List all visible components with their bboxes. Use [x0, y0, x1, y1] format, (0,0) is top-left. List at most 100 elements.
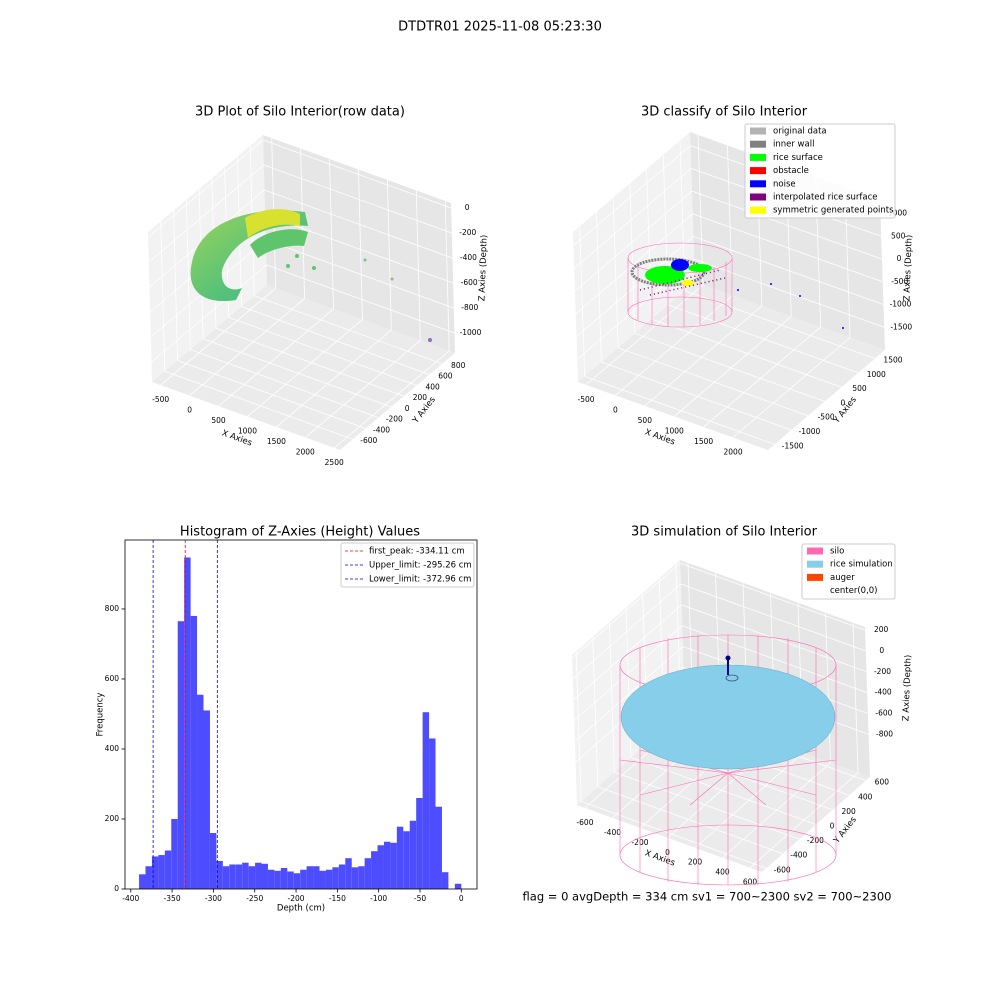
grid-line: [444, 200, 450, 351]
legend-swatch: [750, 167, 766, 175]
x-tick-label: 2000: [724, 447, 743, 456]
grid-line: [218, 308, 334, 407]
grid-line: [333, 350, 450, 449]
y-tick-label: 800: [105, 604, 120, 613]
bar: [293, 873, 301, 889]
grid-line: [228, 316, 417, 386]
legend-label: obstacle: [773, 166, 809, 176]
x-tick-label: 400: [715, 868, 730, 877]
legend-swatch: [807, 587, 823, 595]
chart-title: 3D Plot of Silo Interior(row data): [195, 105, 405, 120]
grid-line: [276, 329, 392, 428]
legend-label: center(0,0): [830, 586, 878, 596]
x-tick-label: -350: [164, 894, 181, 903]
x-tick-label: -200: [288, 894, 305, 903]
bar: [441, 872, 449, 889]
grid-line: [852, 622, 859, 773]
y-axis-label: Frequency: [96, 693, 106, 737]
grid-line: [573, 145, 691, 246]
bar: [358, 866, 365, 889]
chart-title: 3D classify of Silo Interior: [641, 105, 808, 120]
grid-line: [727, 145, 733, 296]
y-tick-label: 200: [841, 807, 856, 816]
grid-line: [651, 318, 842, 388]
x-tick-label: -100: [370, 894, 387, 903]
y-tick-label: 400: [858, 792, 873, 801]
z-tick-label: 200: [874, 625, 889, 634]
cloud-classified: [627, 242, 844, 329]
legend-label: rice simulation: [830, 560, 893, 570]
z-axis-label: Z Axies (Depth): [477, 235, 489, 302]
grid-line: [160, 287, 276, 386]
legend-label: interpolated rice surface: [773, 193, 878, 203]
grid-line: [584, 375, 775, 445]
z-tick-label: -600: [875, 708, 892, 717]
grid-line: [581, 800, 767, 869]
legend: original data inner wall rice surface obsta…: [744, 123, 896, 219]
y-axis-label: Y Axies: [831, 815, 859, 847]
x-tick-label: -50: [414, 894, 426, 903]
x-tick-label: -500: [152, 395, 169, 404]
grid-line: [264, 189, 453, 259]
bar: [435, 806, 442, 889]
x-tick-label: 0: [187, 406, 192, 415]
legend-label: noise: [773, 179, 796, 189]
grid-line: [386, 179, 392, 330]
grid-line: [692, 213, 883, 283]
x-tick-label: -400: [604, 828, 621, 837]
grid-line: [147, 139, 264, 238]
y-tick-label: -400: [373, 425, 390, 434]
axes-3d: [573, 132, 885, 450]
bar: [190, 615, 198, 889]
plot-frame: [124, 539, 478, 890]
x-tick-label: -300: [205, 894, 222, 903]
grid-line: [596, 211, 602, 363]
grid-line: [644, 305, 763, 407]
grid-line: [574, 190, 693, 292]
x-tick-label: 200: [688, 858, 703, 867]
grid-line: [160, 221, 166, 372]
grid-line: [680, 583, 866, 652]
legend: first_peak: -334.11 cm Upper_limit: -295.…: [340, 542, 475, 588]
x-tick-label: -150: [329, 894, 346, 903]
grid-line: [266, 264, 455, 334]
legend-label: rice surface: [773, 153, 823, 163]
grid-line: [329, 159, 334, 310]
y-tick-label: 600: [875, 778, 890, 787]
legend-label: symmetric generated points: [773, 206, 894, 216]
z-tick-label: -800: [461, 303, 478, 312]
bar: [338, 864, 346, 889]
bar: [383, 841, 391, 889]
grid-line: [173, 210, 178, 361]
chart-title: Histogram of Z-Axies (Height) Values: [180, 525, 420, 540]
legend-label: first_peak: -334.11 cm: [369, 547, 465, 557]
grid-line: [305, 340, 421, 438]
bar: [403, 831, 410, 889]
bar: [197, 694, 204, 889]
x-tick-label: -600: [576, 818, 593, 827]
bar: [345, 858, 352, 889]
grid-line: [190, 349, 379, 419]
grid-line: [262, 139, 452, 209]
bar: [222, 866, 230, 889]
z-tick-label: -400: [875, 688, 892, 697]
y-tick-label: 0: [405, 404, 410, 413]
grid-line: [247, 319, 363, 417]
legend-label: silo: [830, 547, 844, 557]
legend-swatch: [750, 127, 766, 135]
y-tick-label: 0: [114, 884, 119, 893]
grid-line: [630, 757, 817, 825]
y-tick-label: 400: [105, 744, 120, 753]
bar: [139, 874, 146, 889]
bar: [332, 867, 339, 889]
legend-label: inner wall: [773, 140, 814, 150]
grid-line: [241, 306, 430, 375]
grid-line: [732, 337, 851, 438]
bar: [377, 845, 384, 889]
pane-floor: [152, 285, 455, 450]
bar: [164, 850, 172, 889]
bar: [261, 863, 268, 889]
bar: [158, 855, 165, 889]
grid-line: [254, 295, 443, 365]
y-tick-label: 1000: [867, 370, 886, 379]
